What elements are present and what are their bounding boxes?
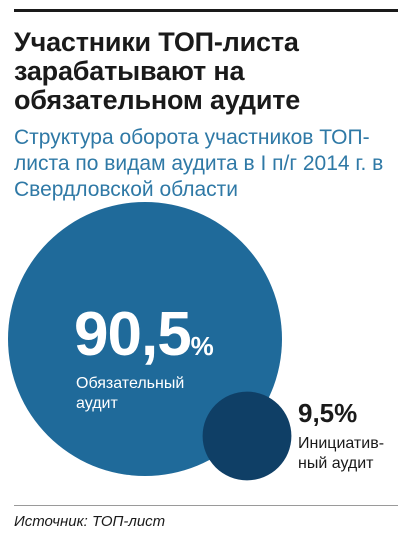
value-label-mandatory: 90,5%	[74, 304, 214, 366]
source-note: Источник: ТОП-лист	[14, 513, 166, 530]
top-rule	[14, 9, 398, 12]
value-label-initiative: 9,5%	[298, 398, 357, 429]
category-label-mandatory-line-1: Обязательный	[76, 375, 185, 392]
bottom-rule	[14, 505, 398, 506]
chart-title: Участники ТОП-листа зарабатывают на обяз…	[14, 27, 301, 115]
value-unit-initiative: %	[334, 398, 358, 428]
chart-subtitle: Структура оборота участников ТОП-листа п…	[14, 126, 384, 201]
category-label-initiative-line-2: ный аудит	[298, 455, 374, 472]
value-number-initiative: 9,5	[298, 398, 335, 428]
value-unit-mandatory: %	[190, 331, 214, 361]
category-label-initiative-line-1: Инициатив-	[298, 435, 385, 452]
category-label-initiative: Инициатив- ный аудит	[298, 434, 408, 474]
bubble-initiative-audit	[202, 391, 292, 481]
category-label-mandatory-line-2: аудит	[76, 395, 118, 412]
category-label-mandatory: Обязательный аудит	[76, 374, 226, 414]
value-number-mandatory: 90,5	[74, 300, 192, 369]
